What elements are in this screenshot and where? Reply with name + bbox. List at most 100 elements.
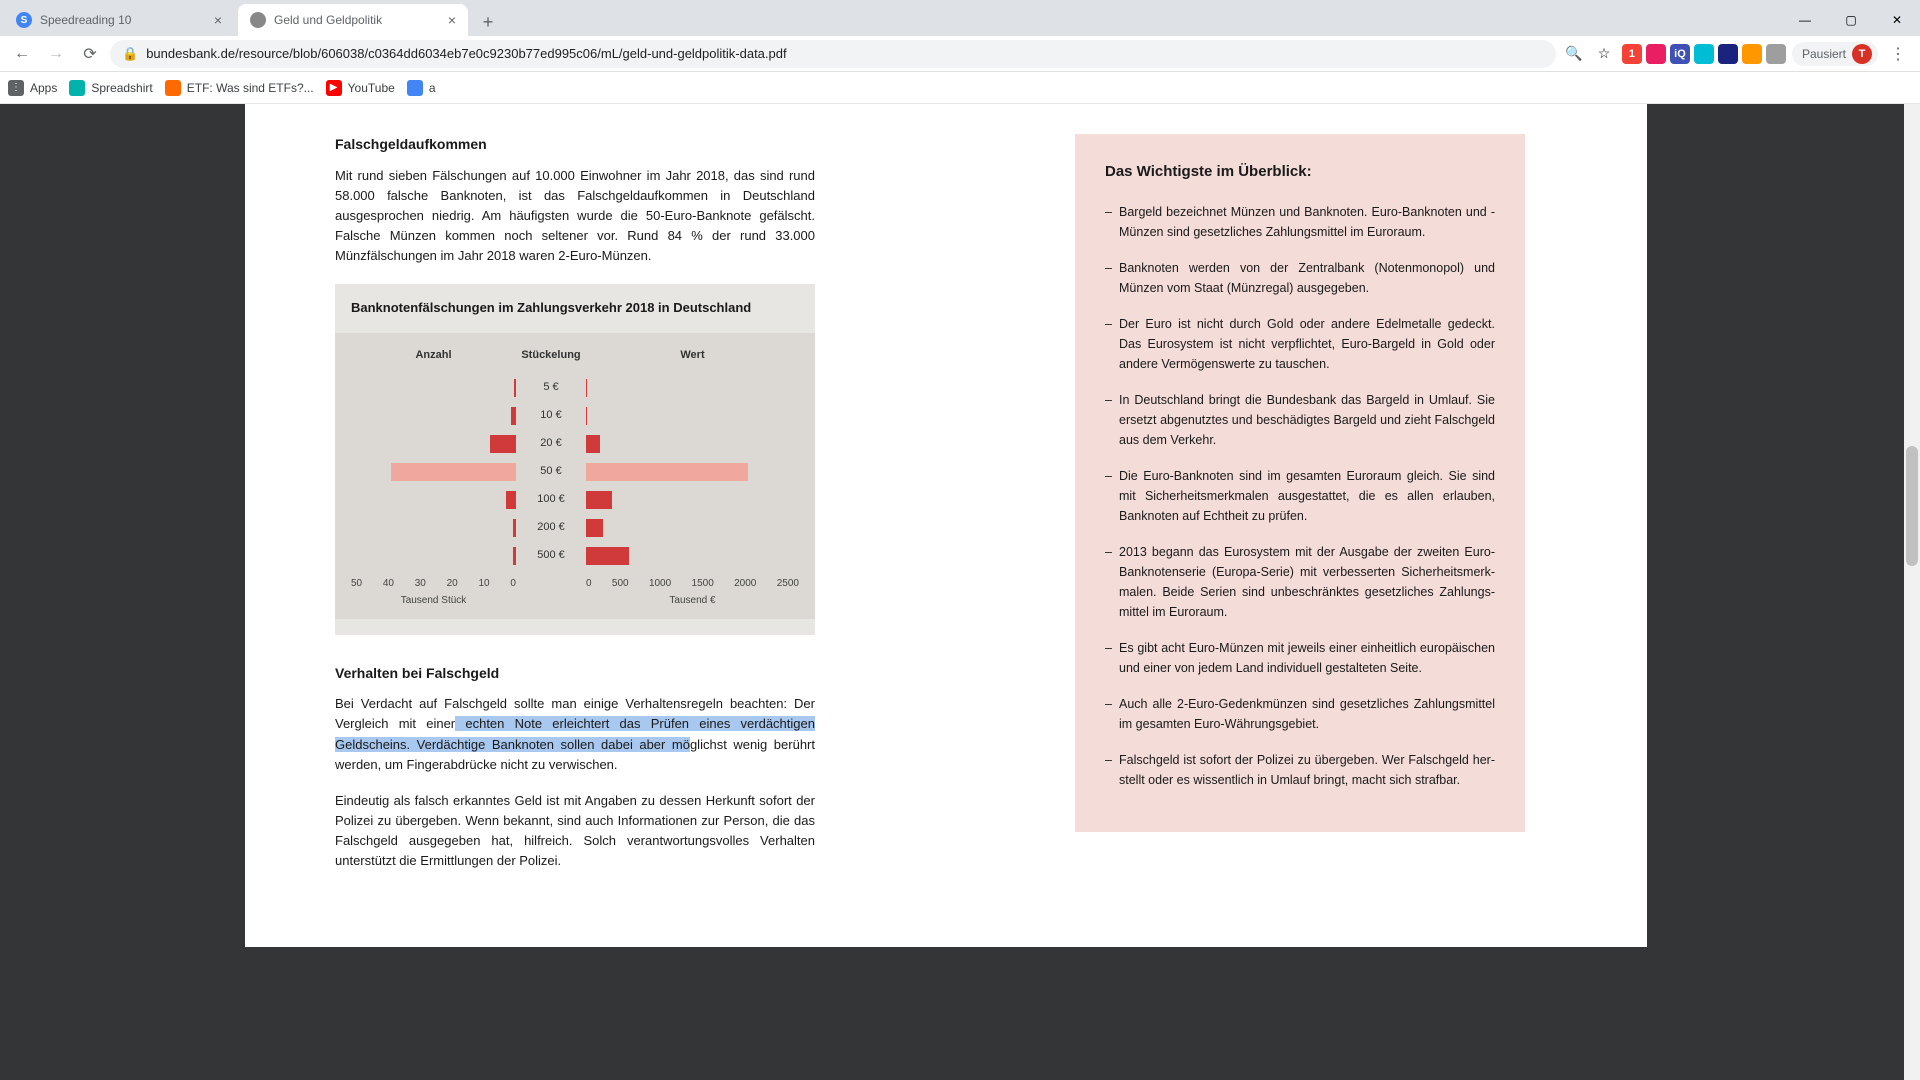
pdf-page: Falschgeldaufkommen Mit rund sieben Fäls… <box>245 104 1647 947</box>
main-text-column: Falschgeldaufkommen Mit rund sieben Fäls… <box>335 134 815 887</box>
section-heading: Verhalten bei Falschgeld <box>335 663 815 685</box>
summary-item: In Deutschland bringt die Bundesbank das… <box>1105 390 1495 450</box>
axis-tick: 30 <box>415 576 426 592</box>
axis-tick: 1000 <box>649 576 671 592</box>
minimize-button[interactable]: — <box>1782 4 1828 36</box>
scrollbar[interactable] <box>1904 104 1920 1080</box>
bookmark-icon <box>407 80 423 96</box>
summary-item: Die Euro-Banknoten sind im gesamten Euro… <box>1105 466 1495 526</box>
summary-box: Das Wichtigste im Überblick: Bargeld bez… <box>1075 134 1525 832</box>
bar-left <box>513 547 516 565</box>
tab-favicon <box>250 12 266 28</box>
denom-label: 500 € <box>516 547 586 564</box>
bar-right <box>586 407 587 425</box>
bar-left <box>514 379 516 397</box>
chart-row: 20 € <box>351 430 799 458</box>
bar-right <box>586 519 603 537</box>
section-heading: Falschgeldaufkommen <box>335 134 815 156</box>
url-input[interactable]: 🔒 bundesbank.de/resource/blob/606038/c03… <box>110 40 1556 68</box>
extension-icon[interactable]: 1 <box>1622 44 1642 64</box>
maximize-button[interactable]: ▢ <box>1828 4 1874 36</box>
body-paragraph: Mit rund sieben Fälschungen auf 10.000 E… <box>335 166 815 267</box>
tab-active[interactable]: Geld und Geldpolitik × <box>238 4 468 36</box>
bar-right <box>586 547 629 565</box>
denom-label: 50 € <box>516 463 586 480</box>
extension-icon[interactable] <box>1766 44 1786 64</box>
bookmark-item[interactable]: ETF: Was sind ETFs?... <box>165 80 314 96</box>
menu-button[interactable]: ⋮ <box>1884 40 1912 68</box>
tab-title: Speedreading 10 <box>40 13 206 27</box>
tab-favicon: S <box>16 12 32 28</box>
star-icon[interactable]: ☆ <box>1592 42 1616 66</box>
bookmark-icon: ▶ <box>326 80 342 96</box>
lock-icon: 🔒 <box>122 46 138 62</box>
axis-label-right: Tausend € <box>586 593 799 609</box>
extension-icon[interactable] <box>1742 44 1762 64</box>
axis-tick: 20 <box>447 576 458 592</box>
summary-item: Es gibt acht Euro-Münzen mit jeweils ein… <box>1105 638 1495 678</box>
axis-label-left: Tausend Stück <box>351 593 516 609</box>
avatar: T <box>1852 44 1872 64</box>
bar-left <box>391 463 516 481</box>
axis-tick: 50 <box>351 576 362 592</box>
extension-icon[interactable] <box>1694 44 1714 64</box>
url-text: bundesbank.de/resource/blob/606038/c0364… <box>146 46 786 61</box>
bookmark-label: Apps <box>30 81 57 95</box>
bookmark-label: Spreadshirt <box>91 81 152 95</box>
reload-button[interactable]: ⟳ <box>76 40 104 68</box>
denom-label: 200 € <box>516 519 586 536</box>
chart-title: Banknotenfälschungen im Zahlungsverkehr … <box>335 298 815 332</box>
zoom-icon[interactable]: 🔍 <box>1562 42 1586 66</box>
denom-label: 10 € <box>516 407 586 424</box>
summary-item: Auch alle 2-Euro-Gedenkmünzen sind geset… <box>1105 694 1495 734</box>
bar-left <box>490 435 516 453</box>
bookmarks-bar: ⋮⋮⋮ Apps Spreadshirt ETF: Was sind ETFs?...… <box>0 72 1920 104</box>
chart-row: 500 € <box>351 542 799 570</box>
address-bar: ← → ⟳ 🔒 bundesbank.de/resource/blob/6060… <box>0 36 1920 72</box>
bar-right <box>586 463 748 481</box>
forward-button[interactable]: → <box>42 40 70 68</box>
chart-header-right: Wert <box>586 347 799 364</box>
body-paragraph: Eindeutig als falsch erkanntes Geld ist … <box>335 791 815 872</box>
axis-tick: 10 <box>479 576 490 592</box>
extension-icon[interactable] <box>1646 44 1666 64</box>
summary-column: Das Wichtigste im Überblick: Bargeld bez… <box>1075 134 1525 887</box>
bookmark-item[interactable]: ⋮⋮⋮ Apps <box>8 80 57 96</box>
extension-icon[interactable] <box>1718 44 1738 64</box>
denom-label: 5 € <box>516 379 586 396</box>
chart-row: 100 € <box>351 486 799 514</box>
chart-row: 10 € <box>351 402 799 430</box>
back-button[interactable]: ← <box>8 40 36 68</box>
bookmark-icon <box>69 80 85 96</box>
extension-icon[interactable]: iQ <box>1670 44 1690 64</box>
bookmark-icon: ⋮⋮⋮ <box>8 80 24 96</box>
new-tab-button[interactable]: + <box>474 8 502 36</box>
bookmark-item[interactable]: ▶YouTube <box>326 80 395 96</box>
axis-tick: 40 <box>383 576 394 592</box>
bookmark-item[interactable]: a <box>407 80 436 96</box>
axis-tick: 1500 <box>692 576 714 592</box>
summary-item: Falschgeld ist sofort der Polizei zu übe… <box>1105 750 1495 790</box>
axis-tick: 500 <box>612 576 629 592</box>
axis-tick: 2500 <box>777 576 799 592</box>
profile-label: Pausiert <box>1802 47 1846 61</box>
summary-item: Der Euro ist nicht durch Gold oder ander… <box>1105 314 1495 374</box>
window-controls: — ▢ ✕ <box>1782 4 1920 36</box>
bar-right <box>586 435 600 453</box>
chart-container: Banknotenfälschungen im Zahlungsverkehr … <box>335 284 815 634</box>
summary-item: 2013 begann das Eurosystem mit der Ausga… <box>1105 542 1495 622</box>
close-icon[interactable]: × <box>448 12 456 28</box>
profile-button[interactable]: Pausiert T <box>1792 42 1878 66</box>
close-window-button[interactable]: ✕ <box>1874 4 1920 36</box>
bar-left <box>513 519 516 537</box>
summary-item: Bargeld bezeichnet Münzen und Banknoten.… <box>1105 202 1495 242</box>
close-icon[interactable]: × <box>214 12 222 28</box>
bookmark-label: a <box>429 81 436 95</box>
chart-body: Anzahl Stückelung Wert 5 € 10 € 20 € 50 … <box>335 333 815 619</box>
bar-left <box>506 491 516 509</box>
bookmark-item[interactable]: Spreadshirt <box>69 80 152 96</box>
summary-item: Banknoten werden von der Zentralbank (No… <box>1105 258 1495 298</box>
tab-title: Geld und Geldpolitik <box>274 13 440 27</box>
scroll-thumb[interactable] <box>1906 446 1918 566</box>
tab-inactive[interactable]: S Speedreading 10 × <box>4 4 234 36</box>
